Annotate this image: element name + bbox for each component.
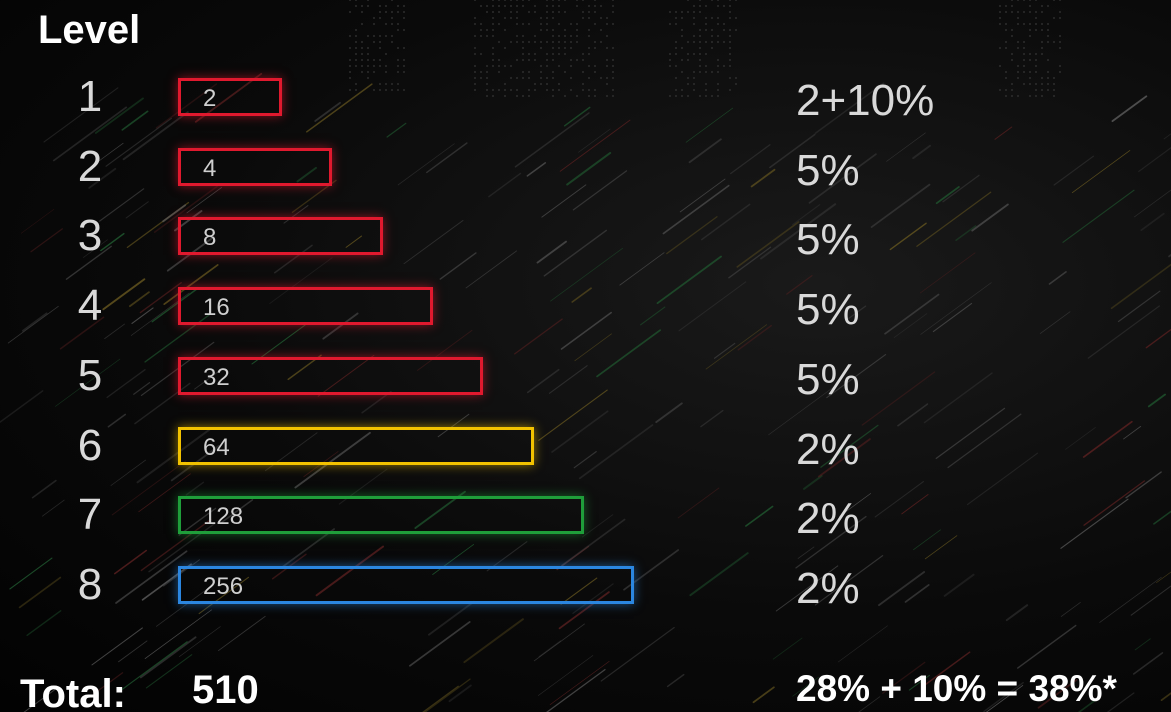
percent-label: 5% — [796, 285, 860, 334]
level-number: 5 — [77, 351, 103, 400]
bar: 16 — [178, 287, 433, 325]
percent-label: 2% — [796, 425, 860, 474]
level-heading: Level — [38, 8, 141, 52]
total-value: 510 — [192, 668, 259, 712]
bar: 4 — [178, 148, 332, 186]
bar: 8 — [178, 217, 383, 255]
percent-summary: 28% + 10% = 38%* — [796, 668, 1117, 709]
bar-value-label: 16 — [203, 294, 230, 321]
level-number: 7 — [77, 490, 103, 539]
percent-label: 5% — [796, 355, 860, 404]
level-number: 1 — [77, 72, 103, 121]
bar: 64 — [178, 427, 534, 465]
level-number: 4 — [77, 281, 103, 330]
level-number: 3 — [77, 211, 103, 260]
bar-value-label: 4 — [203, 155, 217, 182]
bar-value-label: 64 — [203, 434, 230, 461]
percent-label: 2+10% — [796, 76, 935, 125]
bar-value-label: 8 — [203, 224, 217, 251]
bar-value-label: 32 — [203, 364, 230, 391]
level-number: 2 — [77, 142, 103, 191]
bar-value-label: 128 — [203, 503, 244, 530]
bar-value-label: 2 — [203, 85, 217, 112]
percent-label: 2% — [796, 494, 860, 543]
percent-label: 5% — [796, 146, 860, 195]
bar: 128 — [178, 496, 584, 534]
bar: 256 — [178, 566, 634, 604]
level-number: 8 — [77, 560, 103, 609]
bar: 2 — [178, 78, 282, 116]
bar: 32 — [178, 357, 483, 395]
percent-label: 2% — [796, 564, 860, 613]
level-number: 6 — [77, 421, 103, 470]
percent-label: 5% — [796, 215, 860, 264]
bar-value-label: 256 — [203, 573, 244, 600]
total-label: Total: — [20, 672, 126, 712]
